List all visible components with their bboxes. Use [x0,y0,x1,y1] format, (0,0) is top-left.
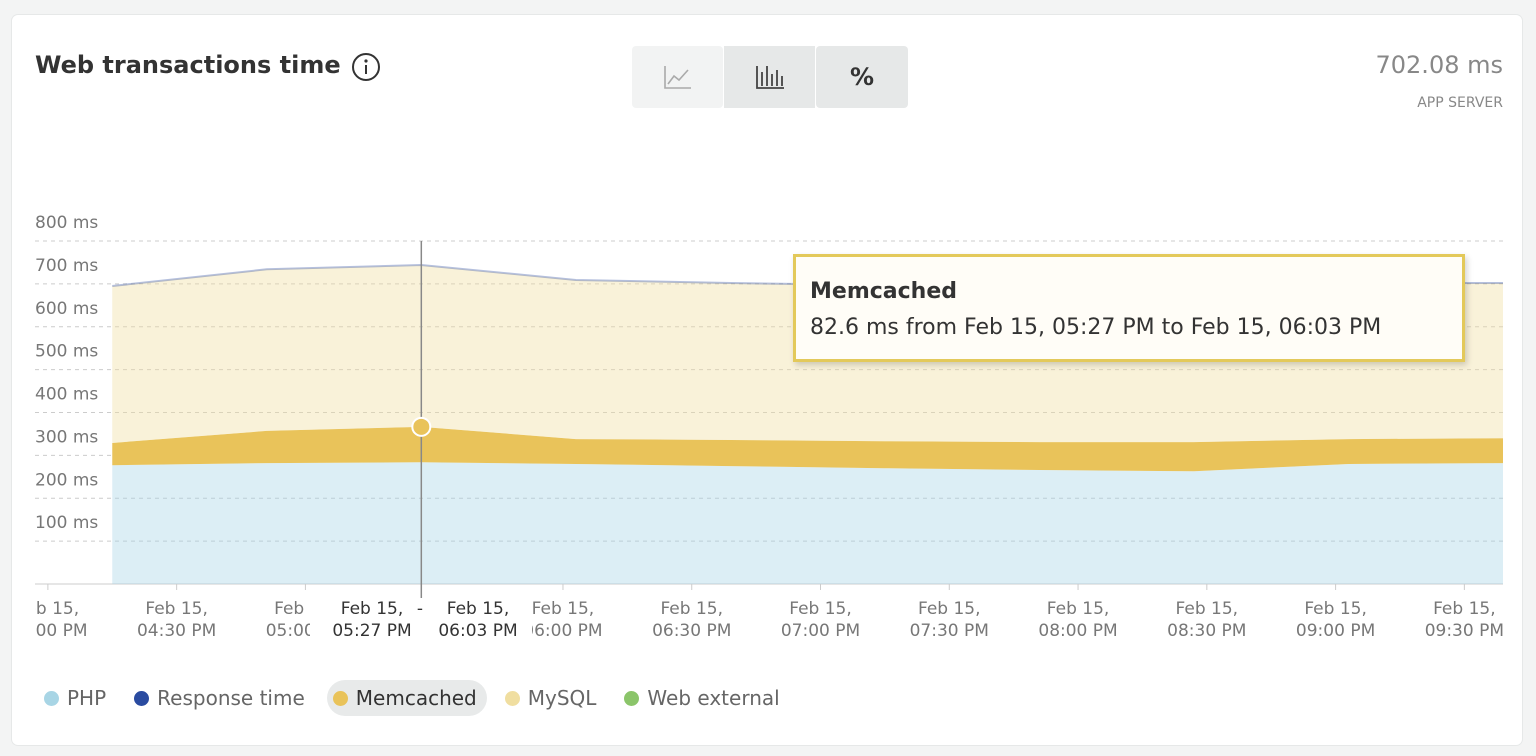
y-tick-label: 200 ms [35,470,98,490]
legend-label: Web external [647,686,780,710]
percent-label: % [850,63,874,91]
bar-icon [756,66,784,89]
legend-swatch [44,690,59,706]
x-tick-label: Feb 15, 09:00 PM [1295,599,1376,641]
x-tick-label: Feb 15, 06:00 PM [523,599,603,641]
y-tick-label: 700 ms [35,256,98,276]
hover-end: Feb 15, 06:03 PM [438,599,518,641]
line-view-button[interactable] [632,46,723,108]
x-tick-label: Feb 15, 08:30 PM [1167,599,1247,641]
legend-item[interactable]: Memcached [326,680,487,716]
hover-point [411,416,432,437]
chart-title: Web transactions time [35,51,341,79]
legend-swatch [332,690,348,706]
legend-item[interactable]: PHP [38,680,116,716]
hover-separator: - [416,599,424,619]
x-axis-labels: Feb 15, 04:00 PM Feb 15, 04:30 PM Feb 15, … [35,598,1503,646]
tooltip: Memcached 82.6 ms from Feb 15, 05:27 PM … [793,254,1465,362]
legend-item[interactable]: Response time [128,680,315,716]
view-toggle: % [632,46,908,108]
summary-label: APP SERVER [1417,95,1503,111]
area [112,426,1503,472]
legend-item[interactable]: Web external [618,680,789,716]
y-tick-label: 500 ms [35,342,98,362]
y-tick-label: 600 ms [35,299,98,319]
bar-view-button[interactable] [724,46,815,108]
legend-label: Memcached [355,686,477,710]
y-tick-label: 100 ms [35,513,98,533]
x-tick-label: Feb 15, 08:00 PM [1038,599,1118,641]
legend-label: PHP [67,686,107,710]
legend-swatch [504,690,520,706]
legend-item[interactable]: MySQL [499,680,607,716]
line-icon [664,66,691,89]
y-tick-label: 800 ms [35,213,98,233]
legend-label: MySQL [527,686,597,710]
info-icon[interactable] [352,53,380,81]
y-tick-label: 400 ms [35,385,98,405]
area [112,462,1503,584]
x-tick-label: Feb 15, 04:00 PM [35,599,88,641]
card [12,15,1522,745]
percent-view-button[interactable] [816,46,908,108]
summary-value: 702.08 ms [1376,51,1504,79]
x-tick-label: Feb 15, 07:00 PM [780,599,861,641]
y-tick-label: 300 ms [35,427,98,447]
tooltip-text: 82.6 ms from Feb 15, 05:27 PM to Feb 15,… [810,315,1382,340]
tooltip-title: Memcached [810,279,957,304]
x-tick-label: Feb 15, 09:30 PM [1424,599,1503,641]
x-tick-label: Feb 15, 07:30 PM [909,599,989,641]
x-tick-label: Feb 15, 04:30 PM [136,599,217,641]
legend-label: Response time [157,686,305,710]
legend-swatch [134,690,150,706]
hover-range: Feb 15, 05:27 PM - Feb 15, 06:03 PM [310,598,532,646]
legend-swatch [624,690,640,706]
legend: PHP Response time Memcached MySQL Web extern… [38,680,790,716]
x-tick-label: Feb 15, 06:30 PM [652,599,732,641]
hover-start: Feb 15, 05:27 PM [332,599,412,641]
